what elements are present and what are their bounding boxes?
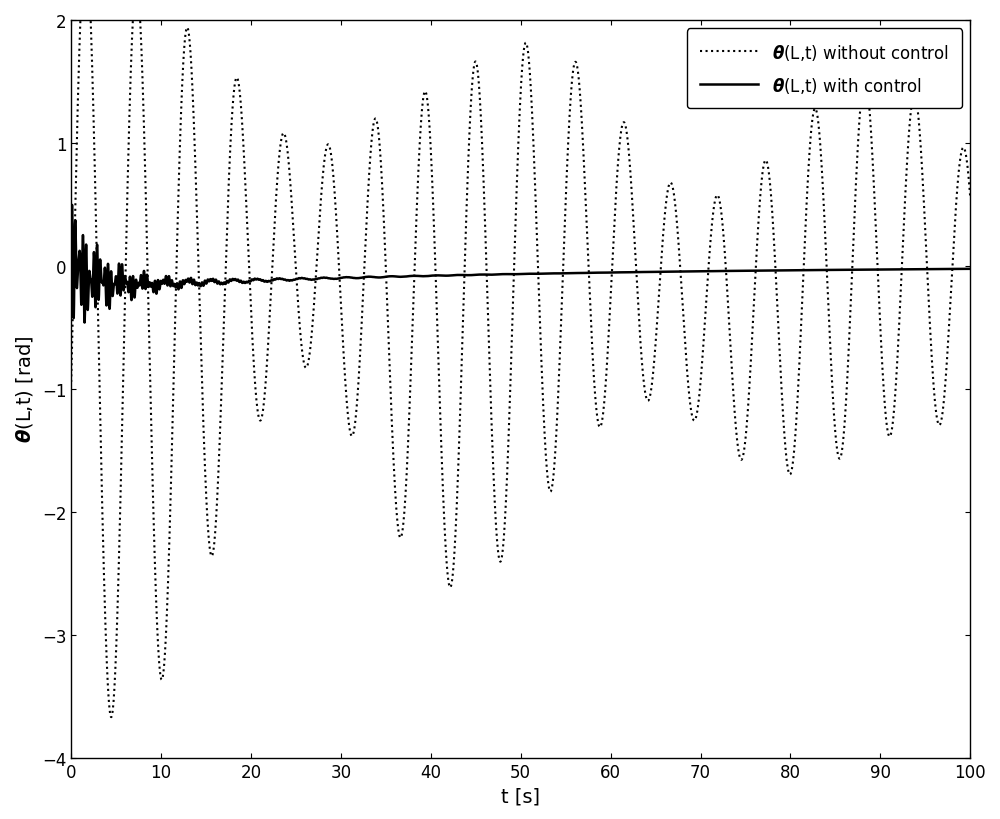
$\boldsymbol{\theta}$(L,t) with control bbox=[964, 265, 976, 274]
$\boldsymbol{\theta}$(L,t) with control bbox=[65, 264, 77, 274]
X-axis label: t [s]: t [s] bbox=[501, 786, 540, 805]
Line: $\boldsymbol{\theta}$(L,t) without control: $\boldsymbol{\theta}$(L,t) without contr… bbox=[71, 0, 970, 717]
$\boldsymbol{\theta}$(L,t) without control bbox=[732, 443, 744, 453]
$\boldsymbol{\theta}$(L,t) without control bbox=[65, 378, 77, 387]
Line: $\boldsymbol{\theta}$(L,t) with control: $\boldsymbol{\theta}$(L,t) with control bbox=[71, 206, 970, 324]
$\boldsymbol{\theta}$(L,t) with control bbox=[637, 268, 649, 278]
Y-axis label: $\boldsymbol{\theta}$(L,t) [rad]: $\boldsymbol{\theta}$(L,t) [rad] bbox=[14, 336, 35, 443]
$\boldsymbol{\theta}$(L,t) without control bbox=[105, 713, 117, 722]
$\boldsymbol{\theta}$(L,t) without control bbox=[391, 512, 403, 522]
$\boldsymbol{\theta}$(L,t) with control bbox=[780, 266, 792, 276]
$\boldsymbol{\theta}$(L,t) without control bbox=[964, 194, 976, 204]
$\boldsymbol{\theta}$(L,t) with control bbox=[597, 269, 609, 278]
Legend: $\boldsymbol{\theta}$(L,t) without control, $\boldsymbol{\theta}$(L,t) with cont: $\boldsymbol{\theta}$(L,t) without contr… bbox=[687, 29, 962, 109]
$\boldsymbol{\theta}$(L,t) with control bbox=[391, 273, 403, 283]
$\boldsymbol{\theta}$(L,t) with control bbox=[66, 201, 78, 210]
$\boldsymbol{\theta}$(L,t) without control bbox=[637, 366, 649, 376]
$\boldsymbol{\theta}$(L,t) without control bbox=[780, 449, 792, 459]
$\boldsymbol{\theta}$(L,t) without control bbox=[111, 632, 123, 642]
$\boldsymbol{\theta}$(L,t) with control bbox=[111, 278, 123, 288]
$\boldsymbol{\theta}$(L,t) without control bbox=[597, 406, 609, 416]
$\boldsymbol{\theta}$(L,t) with control bbox=[79, 319, 91, 328]
$\boldsymbol{\theta}$(L,t) with control bbox=[732, 267, 744, 277]
